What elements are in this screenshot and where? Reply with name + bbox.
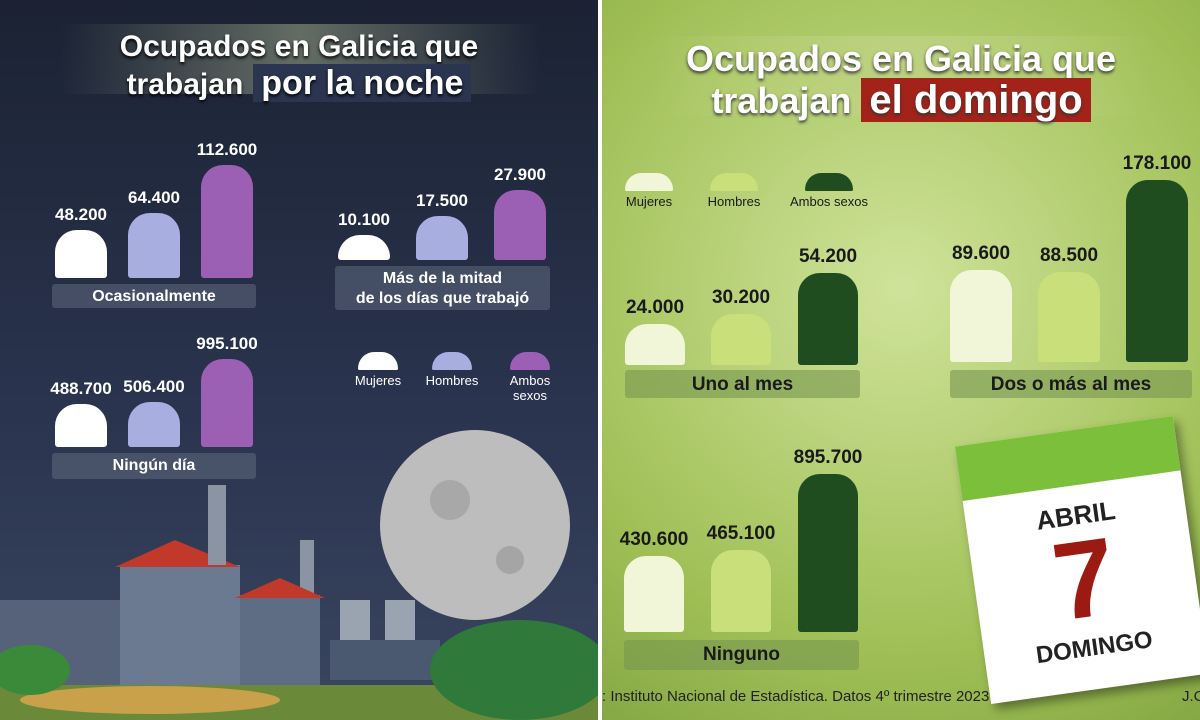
legend-label: Mujeres	[625, 194, 673, 209]
bar	[711, 313, 771, 365]
category-label-line: Ocasionalmente	[92, 288, 216, 305]
category-label-line: Dos o más al mes	[990, 374, 1152, 395]
category-box	[52, 284, 256, 308]
bar	[55, 403, 107, 447]
source: : Instituto Nacional de Estadística. Dat…	[602, 688, 990, 705]
legend-label: Mujeres	[354, 373, 402, 388]
bar	[128, 402, 180, 447]
bar	[128, 213, 180, 278]
legend-label: Ambos sexos	[509, 373, 551, 403]
value-label: 17.500	[416, 191, 468, 211]
title-highlight: el domingo	[861, 78, 1091, 122]
category-label: Uno al mes	[625, 373, 860, 396]
category-box	[52, 453, 256, 479]
bar	[624, 556, 684, 632]
value-label: 178.100	[1122, 153, 1192, 174]
calendar: ABRIL 7 DOMINGO	[954, 415, 1200, 705]
legend-swatch	[710, 173, 758, 191]
bar	[55, 229, 107, 278]
bar	[1126, 180, 1188, 362]
title-line-1: Ocupados en Galicia que	[685, 38, 1117, 79]
sunday-panel: ABRIL 7 DOMINGO : Instituto Nacional de …	[602, 0, 1200, 720]
legend-swatch	[805, 173, 853, 191]
value-label: 995.100	[196, 334, 258, 353]
value-label: 30.200	[711, 286, 771, 308]
category-label: Ocasionalmente	[52, 287, 256, 307]
category-box	[950, 370, 1192, 398]
bar	[798, 273, 858, 365]
value-label: 506.400	[123, 377, 185, 397]
bar	[798, 474, 858, 632]
category-box	[625, 370, 860, 398]
title-line-1: Ocupados en Galicia que	[119, 30, 479, 63]
category-label-line: Más de la mitad	[382, 270, 503, 287]
value-label: 27.900	[494, 165, 546, 184]
category-label: Ningún día	[52, 456, 256, 476]
category-label: Dos o más al mes	[950, 373, 1192, 396]
calendar-top	[954, 415, 1181, 502]
title-highlight: por la noche	[253, 64, 472, 102]
value-label: 54.200	[798, 246, 858, 267]
legend-swatch	[358, 352, 398, 370]
value-label: 48.200	[55, 204, 107, 224]
bar	[494, 190, 546, 260]
value-label: 488.700	[50, 378, 112, 398]
category-label-line: de los días que trabajó	[355, 290, 530, 307]
bar	[201, 165, 253, 278]
value-label: 24.000	[625, 297, 685, 319]
value-label: 465.100	[706, 522, 776, 544]
value-label: 10.100	[338, 209, 390, 229]
legend-swatch	[625, 173, 673, 191]
title-line-2: trabajan por la noche	[0, 64, 598, 103]
value-label: 112.600	[196, 140, 258, 159]
value-label: 89.600	[951, 243, 1011, 265]
bar	[711, 549, 771, 632]
bar	[338, 234, 390, 260]
bar	[950, 270, 1012, 362]
credit: J.C	[1182, 688, 1200, 705]
title-text: trabajan	[126, 68, 244, 101]
legend-swatch	[432, 352, 472, 370]
category-box	[624, 640, 859, 670]
bar	[416, 216, 468, 260]
category-label-line: Ningún día	[112, 457, 196, 474]
legend-swatch	[510, 352, 550, 370]
legend-label: Hombres	[707, 194, 761, 209]
legend-label: Hombres	[425, 373, 479, 388]
bar	[1038, 271, 1100, 362]
night-panel: Ocupados en Galicia que trabajan por la no…	[0, 0, 598, 720]
value-label: 64.400	[128, 188, 180, 208]
title-text: trabajan	[711, 80, 852, 121]
bar	[201, 359, 253, 447]
value-label: 88.500	[1039, 244, 1099, 266]
night-scene	[0, 430, 598, 720]
bar	[625, 324, 685, 365]
value-label: 895.700	[793, 447, 863, 468]
title-line-2: trabajan el domingo	[602, 78, 1200, 123]
legend-label: Ambos sexos	[789, 194, 869, 209]
category-label: Más de la mitad de los días que trabajó	[335, 269, 550, 309]
category-label: Ninguno	[624, 643, 859, 666]
value-label: 430.600	[619, 529, 689, 551]
category-box	[335, 266, 550, 310]
category-label-line: Uno al mes	[691, 374, 794, 395]
category-label-line: Ninguno	[702, 644, 781, 665]
